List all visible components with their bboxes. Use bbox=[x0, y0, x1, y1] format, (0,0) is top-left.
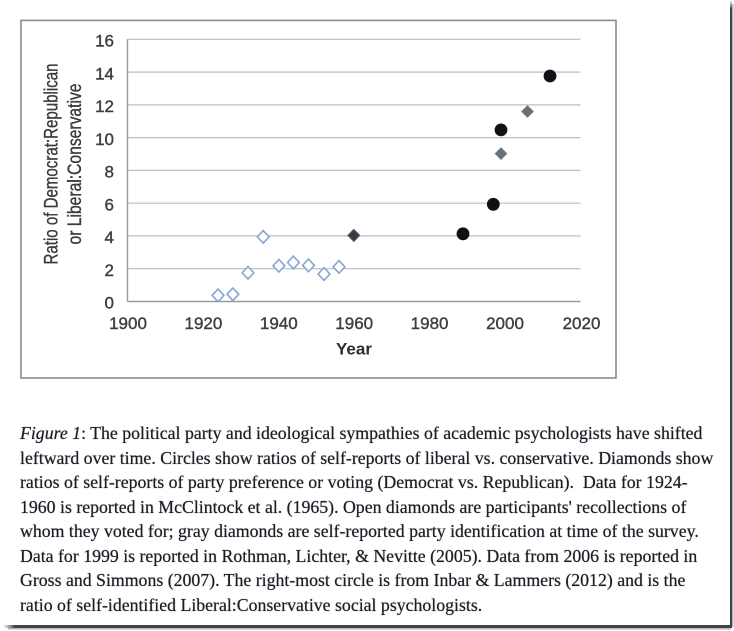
svg-text:2000: 2000 bbox=[486, 314, 524, 333]
svg-text:8: 8 bbox=[105, 163, 114, 182]
svg-text:2: 2 bbox=[105, 261, 114, 280]
svg-text:0: 0 bbox=[105, 294, 114, 313]
svg-text:1900: 1900 bbox=[109, 314, 147, 333]
svg-text:2020: 2020 bbox=[563, 314, 601, 333]
svg-text:1920: 1920 bbox=[184, 314, 222, 333]
svg-text:1940: 1940 bbox=[260, 314, 298, 333]
svg-text:6: 6 bbox=[105, 195, 114, 214]
svg-text:16: 16 bbox=[95, 32, 114, 51]
svg-text:4: 4 bbox=[105, 228, 114, 247]
svg-text:10: 10 bbox=[95, 130, 114, 149]
svg-text:Year: Year bbox=[336, 340, 372, 359]
svg-text:1960: 1960 bbox=[335, 314, 373, 333]
svg-text:14: 14 bbox=[95, 64, 114, 83]
svg-text:12: 12 bbox=[95, 97, 114, 116]
svg-text:1980: 1980 bbox=[411, 314, 449, 333]
